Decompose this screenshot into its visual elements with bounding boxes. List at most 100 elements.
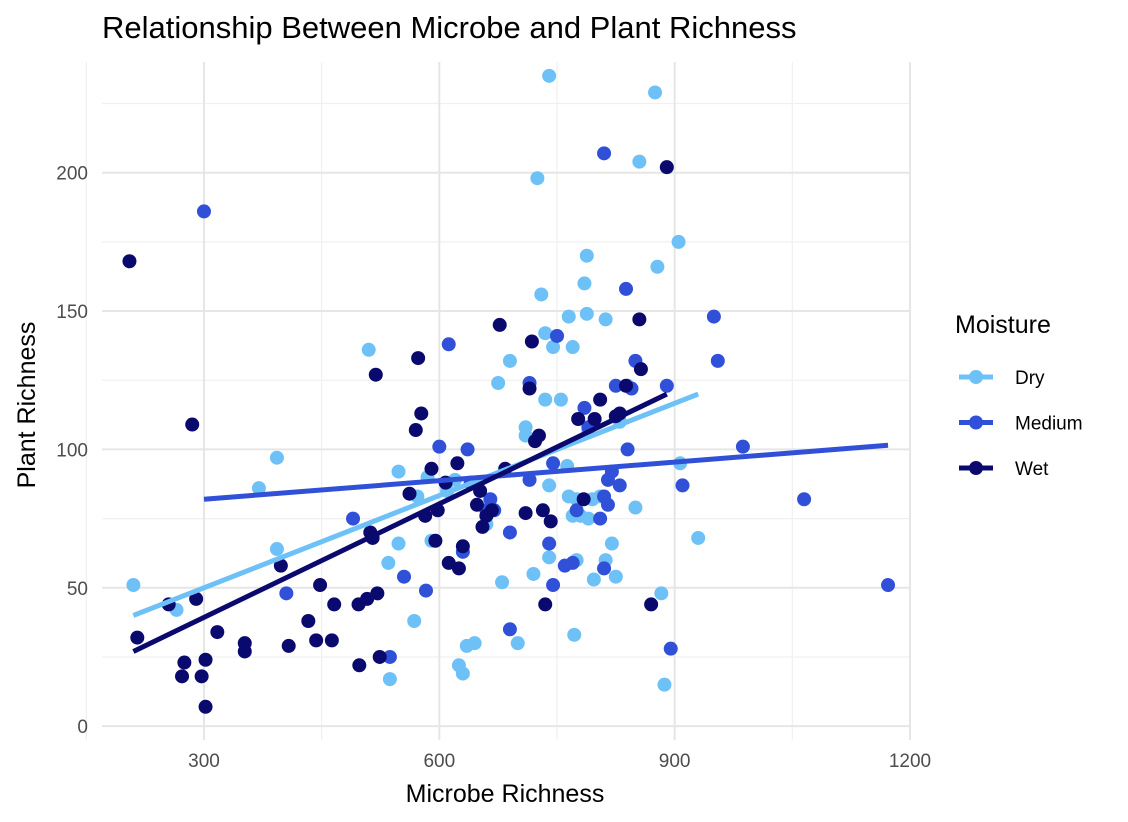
data-point — [428, 533, 443, 548]
data-point — [441, 555, 456, 570]
data-point — [189, 591, 204, 606]
legend-label: Medium — [1015, 414, 1083, 435]
data-point — [411, 351, 426, 366]
data-point — [368, 367, 383, 382]
data-point — [177, 655, 192, 670]
data-point — [569, 503, 584, 518]
data-point — [130, 630, 145, 645]
data-point — [657, 677, 672, 692]
data-point — [659, 160, 674, 175]
data-point — [735, 439, 750, 454]
data-point — [710, 353, 725, 368]
data-point — [382, 672, 397, 687]
data-point — [671, 234, 686, 249]
data-point — [126, 578, 141, 593]
data-point — [565, 555, 580, 570]
legend-item-dry: Dry — [959, 368, 1045, 389]
data-point — [460, 442, 475, 457]
x-tick-label: 300 — [188, 751, 220, 772]
data-point — [269, 450, 284, 465]
data-point — [553, 392, 568, 407]
data-point — [619, 378, 634, 393]
data-point — [561, 309, 576, 324]
data-point — [372, 649, 387, 664]
data-point — [530, 171, 545, 186]
data-point — [593, 392, 608, 407]
data-point — [597, 146, 612, 161]
chart-title: Relationship Between Microbe and Plant R… — [102, 10, 796, 45]
data-point — [491, 376, 506, 391]
data-point — [418, 583, 433, 598]
data-point — [210, 625, 225, 640]
data-point — [576, 492, 591, 507]
gridlines — [85, 62, 911, 740]
data-point — [194, 669, 209, 684]
data-point — [608, 569, 623, 584]
data-point — [659, 378, 674, 393]
x-tick-label: 1200 — [889, 751, 931, 772]
data-point — [577, 276, 592, 291]
data-point — [424, 461, 439, 476]
data-point — [381, 555, 396, 570]
legend-item-medium: Medium — [959, 414, 1083, 435]
data-point — [663, 641, 678, 656]
data-point — [361, 342, 376, 357]
x-axis-ticks: 300 600 900 1200 — [188, 751, 931, 772]
data-point — [475, 519, 490, 534]
data-point — [467, 636, 482, 651]
legend-key-point — [969, 415, 983, 430]
legend: Moisture Dry Medium Wet — [955, 311, 1083, 480]
data-point — [391, 464, 406, 479]
data-point — [567, 627, 582, 642]
data-point — [597, 561, 612, 576]
trend-line-wet — [132, 391, 668, 654]
data-point — [619, 281, 634, 296]
data-point — [543, 514, 558, 529]
data-point — [598, 312, 613, 327]
legend-key-point — [969, 370, 983, 384]
data-point — [604, 536, 619, 551]
data-point — [654, 586, 669, 601]
data-point — [492, 317, 507, 332]
data-point — [510, 636, 525, 651]
data-point — [534, 287, 549, 302]
data-point — [542, 550, 557, 565]
data-point — [397, 569, 412, 584]
data-point — [531, 428, 546, 443]
data-point — [484, 503, 499, 518]
data-point — [586, 572, 601, 587]
data-point — [579, 248, 594, 263]
data-point — [237, 644, 252, 659]
legend-label: Dry — [1015, 368, 1045, 389]
data-point — [502, 525, 517, 540]
trend-line-medium — [203, 442, 889, 502]
legend-label: Wet — [1015, 459, 1049, 480]
data-point — [535, 503, 550, 518]
trend-line-dry — [132, 391, 700, 618]
data-point — [620, 442, 635, 457]
data-points — [122, 68, 896, 714]
data-point — [327, 597, 342, 612]
legend-title: Moisture — [955, 311, 1051, 339]
data-point — [469, 497, 484, 512]
data-point — [518, 506, 533, 521]
data-point — [269, 542, 284, 557]
data-point — [549, 328, 564, 343]
data-point — [196, 204, 211, 219]
data-point — [414, 406, 429, 421]
data-point — [633, 362, 648, 377]
legend-key-point — [969, 461, 983, 475]
data-point — [593, 511, 608, 526]
data-point — [650, 259, 665, 274]
data-point — [579, 306, 594, 321]
data-point — [546, 578, 561, 593]
data-point — [301, 614, 316, 629]
data-point — [612, 478, 627, 493]
y-tick-label: 0 — [77, 717, 88, 738]
data-point — [408, 423, 423, 438]
data-point — [628, 500, 643, 515]
legend-items: Dry Medium Wet — [959, 368, 1083, 480]
data-point — [524, 334, 539, 349]
data-point — [538, 597, 553, 612]
